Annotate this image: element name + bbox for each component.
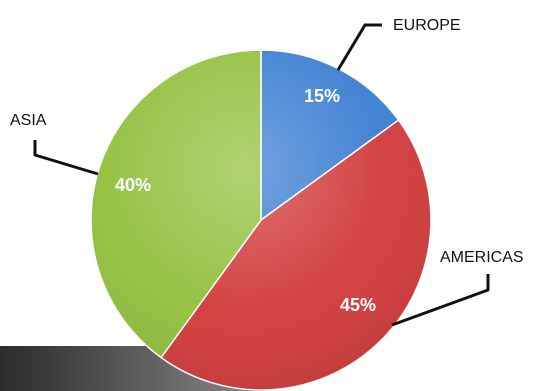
leader-lines	[33, 23, 490, 327]
pct-label-asia: 40%	[115, 175, 151, 195]
leader-line-asia	[33, 140, 99, 176]
pct-label-americas: 45%	[340, 295, 376, 315]
category-label-americas: AMERICAS	[440, 249, 524, 266]
slice-labels: 15% EUROPE 45% AMERICAS 40% ASIA	[10, 17, 524, 315]
pie-slices	[90, 49, 432, 391]
category-label-europe: EUROPE	[393, 17, 461, 34]
leader-line-americas	[391, 274, 490, 327]
pct-label-europe: 15%	[304, 86, 340, 106]
category-label-asia: ASIA	[10, 112, 47, 129]
leader-line-europe	[336, 23, 382, 71]
